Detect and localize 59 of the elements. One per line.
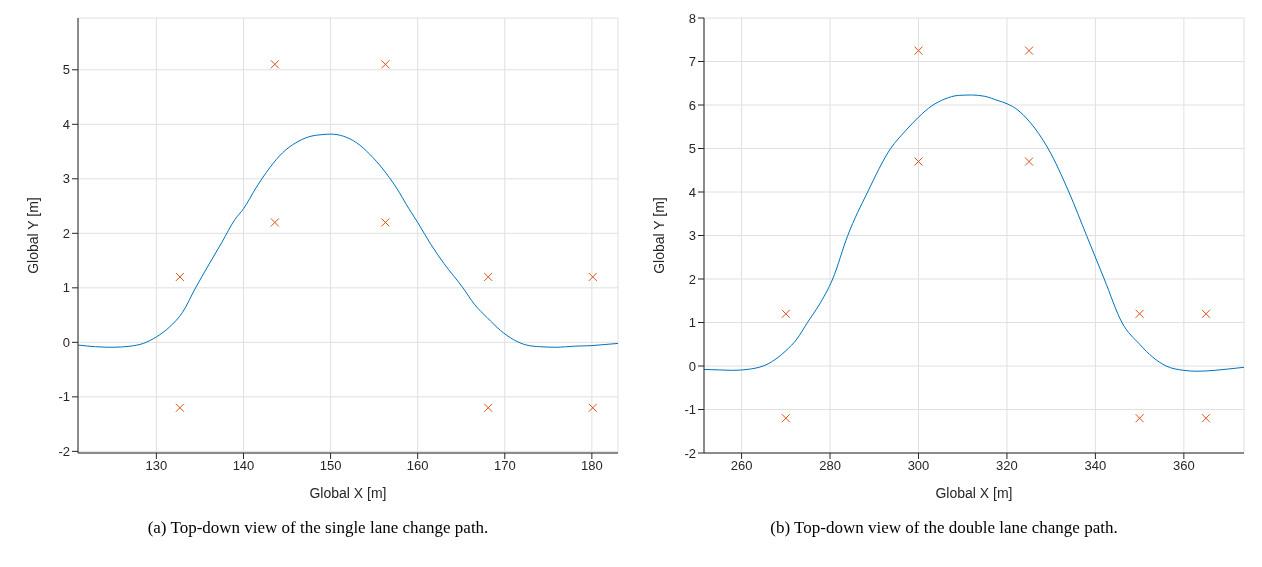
y-tick-label: 1 [688,315,696,331]
x-tick-label: 260 [730,458,753,474]
y-axis-title: Global Y [m] [24,197,41,274]
x-tick-label: 170 [493,458,516,474]
y-tick-label: 6 [688,97,696,113]
point [175,403,185,413]
y-tick-label: 8 [688,10,696,26]
x-tick-label: 150 [319,458,342,474]
point [380,59,390,69]
point [914,46,923,56]
y-tick-label: 1 [62,280,70,296]
x-tick-label: 300 [907,458,930,474]
y-tick-label: 5 [62,62,70,78]
point [270,217,280,227]
y-tick-label: 0 [688,358,696,374]
x-tick-label: 280 [819,458,841,474]
point [1135,309,1145,319]
x-tick-label: 180 [581,458,603,474]
x-axis-title: Global X [m] [309,485,387,501]
x-tick-label: 130 [145,458,168,474]
point [270,59,280,69]
y-tick-label: -2 [684,445,696,461]
point [483,403,493,413]
y-tick-label: 0 [62,334,70,350]
text: (b) Top-down view of the double lane change path. [769,518,1119,538]
line-series [78,133,618,348]
y-tick-label: -1 [684,402,696,418]
point [781,413,791,423]
x-tick-label: 360 [1173,458,1195,474]
y-axis-title: Global Y [m] [650,197,667,274]
point [1135,413,1145,423]
y-tick-label: 3 [62,171,70,187]
point [1201,413,1211,423]
x-tick-label: 160 [406,458,429,474]
y-tick-label: 3 [688,228,696,244]
y-tick-label: 2 [688,271,696,287]
point [483,272,493,282]
point [380,217,390,227]
point [588,403,598,413]
point [1024,46,1034,56]
line-series [704,94,1244,372]
y-tick-label: -2 [58,443,70,459]
point [588,272,598,282]
x-tick-label: 320 [996,458,1018,474]
y-tick-label: 5 [688,141,696,157]
point [175,272,185,282]
x-tick-label: 340 [1084,458,1107,474]
y-tick-label: -1 [58,389,70,405]
point [1024,157,1034,167]
x-tick-label: 140 [232,458,255,474]
y-tick-label: 2 [62,225,70,241]
point [781,309,791,319]
y-tick-label: 4 [62,116,70,132]
x-axis-title: Global X [m] [935,485,1013,501]
point [914,157,923,167]
text: (a) Top-down view of the single lane change path. [146,518,490,538]
point [1201,309,1211,319]
y-tick-label: 4 [688,184,696,200]
y-tick-label: 7 [688,54,696,70]
